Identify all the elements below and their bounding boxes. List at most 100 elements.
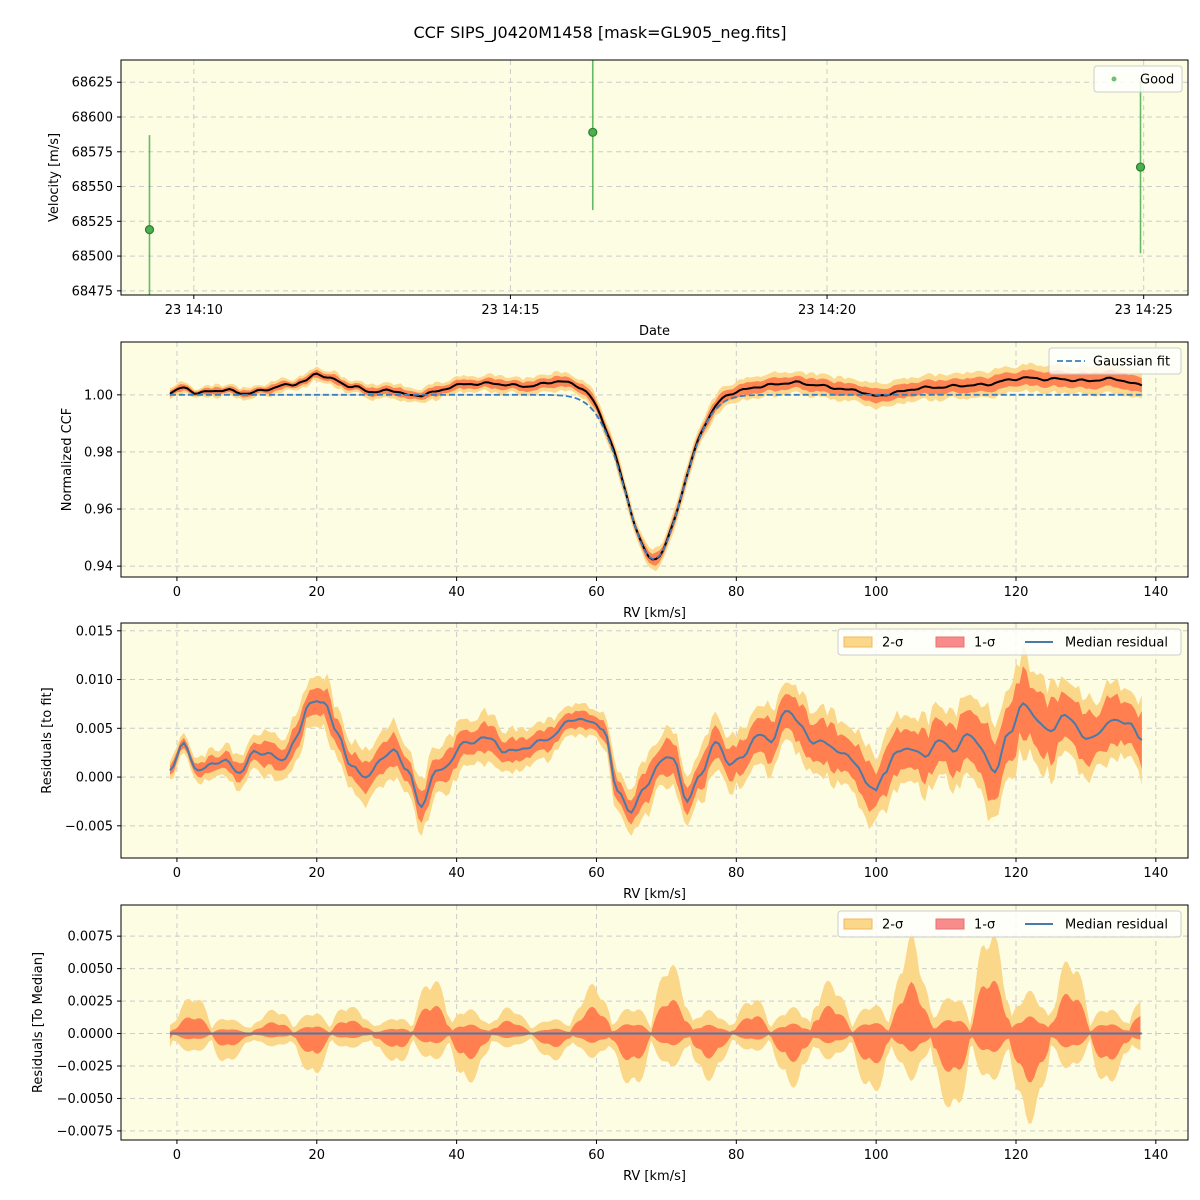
y-tick-label: 68600 bbox=[72, 111, 113, 126]
legend-marker-2sigma bbox=[843, 918, 873, 930]
x-tick-label: 40 bbox=[448, 866, 465, 881]
x-tick-label: 60 bbox=[588, 1148, 605, 1163]
legend-label-median: Median residual bbox=[1065, 918, 1168, 933]
plot-frame: 23 14:10 23 14:15 23 14:20 23 14:25 68475 685… bbox=[47, 59, 1189, 339]
x-tick-label: 23 14:10 bbox=[165, 303, 223, 318]
velocity-panel: 23 14:10 23 14:15 23 14:20 23 14:25 68475 685… bbox=[47, 59, 1189, 339]
x-tick-label: 20 bbox=[309, 866, 326, 881]
ccf-band-1sigma bbox=[169, 369, 1142, 566]
x-tick-label: 100 bbox=[864, 1148, 889, 1163]
ccf-median-line bbox=[169, 372, 1143, 561]
plot-border bbox=[120, 59, 1189, 296]
legend-label-1sigma: 1-σ bbox=[974, 918, 995, 933]
plot-content bbox=[144, 60, 1146, 295]
x-tick-label: 120 bbox=[1004, 866, 1029, 881]
y-axis-label: Residuals [to fit] bbox=[40, 687, 55, 793]
x-axis-label: RV [km/s] bbox=[623, 606, 686, 621]
y-axis-label: Normalized CCF bbox=[60, 408, 75, 512]
residuals-fit-panel: 0 20 40 60 80 100 120 140 −0.005 0.000 0.005 0.010 0… bbox=[40, 622, 1189, 902]
plot-frame: 0 20 40 60 80 100 120 140 0.94 0.96 0.98 1.00 RV [km… bbox=[60, 341, 1189, 621]
y-tick-label: 0.94 bbox=[84, 560, 113, 575]
y-tick-label: 68550 bbox=[72, 180, 113, 195]
legend-marker-good bbox=[1111, 76, 1117, 82]
y-tick-label: 0.000 bbox=[76, 771, 113, 786]
y-tick-label: 0.0000 bbox=[68, 1027, 114, 1042]
x-tick-label: 40 bbox=[448, 585, 465, 600]
x-tick-label: 20 bbox=[309, 1148, 326, 1163]
y-tick-label: −0.0075 bbox=[57, 1124, 113, 1139]
y-tick-label: 0.96 bbox=[84, 503, 113, 518]
legend-marker-1sigma bbox=[935, 636, 965, 648]
plot-content bbox=[169, 362, 1143, 572]
legend-label-1sigma: 1-σ bbox=[974, 636, 995, 651]
x-tick-label: 140 bbox=[1143, 866, 1168, 881]
figure-title: CCF SIPS_J0420M1458 [mask=GL905_neg.fits… bbox=[413, 23, 786, 43]
y-tick-label: 68575 bbox=[72, 145, 113, 160]
x-axis-label: Date bbox=[639, 324, 670, 339]
y-axis-label: Velocity [m/s] bbox=[47, 133, 62, 222]
plot-border bbox=[120, 904, 1189, 1141]
x-tick-label: 40 bbox=[448, 1148, 465, 1163]
plot-area bbox=[121, 60, 1188, 295]
y-tick-label: 1.00 bbox=[84, 388, 113, 403]
y-tick-label: 68525 bbox=[72, 215, 113, 230]
ccf-panel: 0 20 40 60 80 100 120 140 0.94 0.96 0.98 1.00 RV [km… bbox=[60, 341, 1189, 621]
legend-marker-2sigma bbox=[843, 636, 873, 648]
median-band-1sigma bbox=[169, 980, 1141, 1083]
y-tick-label: −0.005 bbox=[65, 819, 113, 834]
y-tick-label: 68500 bbox=[72, 250, 113, 265]
plot-frame: 0 20 40 60 80 100 120 140 −0.005 0.000 0.005 0.010 0… bbox=[40, 622, 1189, 902]
y-tick-label: 0.005 bbox=[76, 722, 113, 737]
grid-lines bbox=[121, 60, 1188, 295]
y-tick-label: 68475 bbox=[72, 284, 113, 299]
x-tick-label: 100 bbox=[864, 866, 889, 881]
x-tick-label: 60 bbox=[588, 866, 605, 881]
legend-box bbox=[1048, 347, 1182, 375]
x-tick-label: 20 bbox=[309, 585, 326, 600]
x-axis-label: RV [km/s] bbox=[623, 887, 686, 902]
x-tick-label: 60 bbox=[588, 585, 605, 600]
plot-content bbox=[169, 645, 1143, 837]
velocity-point bbox=[1135, 162, 1146, 172]
y-tick-label: 0.0075 bbox=[68, 930, 114, 945]
x-tick-label: 120 bbox=[1004, 585, 1029, 600]
legend-box bbox=[1093, 65, 1183, 93]
plot-border bbox=[120, 622, 1189, 859]
legend-label-median: Median residual bbox=[1065, 636, 1168, 651]
x-tick-label: 0 bbox=[173, 866, 181, 881]
x-tick-label: 23 14:25 bbox=[1115, 303, 1173, 318]
velocity-point bbox=[588, 127, 598, 137]
x-tick-label: 140 bbox=[1143, 585, 1168, 600]
y-tick-label: 0.0025 bbox=[68, 995, 114, 1010]
plot-content bbox=[169, 932, 1142, 1124]
x-tick-label: 140 bbox=[1143, 1148, 1168, 1163]
y-tick-label: 0.015 bbox=[76, 624, 113, 639]
velocity-point bbox=[144, 225, 155, 235]
y-tick-label: 68625 bbox=[72, 76, 113, 91]
residuals-median-panel: 0 20 40 60 80 100 120 140 −0.0075 −0.0050 −0.0025 0… bbox=[31, 904, 1189, 1184]
x-tick-label: 100 bbox=[864, 585, 889, 600]
x-tick-label: 80 bbox=[728, 1148, 745, 1163]
legend-label-2sigma: 2-σ bbox=[882, 918, 903, 933]
y-tick-label: −0.0050 bbox=[57, 1092, 113, 1107]
x-axis-label: RV [km/s] bbox=[623, 1169, 686, 1184]
y-tick-label: 0.0050 bbox=[68, 962, 114, 977]
legend-box bbox=[837, 628, 1182, 656]
y-tick-label: −0.0025 bbox=[57, 1059, 113, 1074]
x-tick-label: 0 bbox=[173, 585, 181, 600]
legend-label-good: Good bbox=[1140, 73, 1174, 88]
x-tick-label: 0 bbox=[173, 1148, 181, 1163]
legend-label-2sigma: 2-σ bbox=[882, 636, 903, 651]
plot-frame: 0 20 40 60 80 100 120 140 −0.0075 −0.0050 −0.0025 0… bbox=[31, 904, 1189, 1184]
median-residual-line bbox=[169, 700, 1143, 814]
y-tick-label: 0.98 bbox=[84, 445, 113, 460]
x-tick-label: 80 bbox=[728, 866, 745, 881]
legend-box bbox=[837, 910, 1182, 938]
legend-marker-1sigma bbox=[935, 918, 965, 930]
x-tick-label: 23 14:15 bbox=[481, 303, 539, 318]
legend-label-gaussian: Gaussian fit bbox=[1093, 355, 1170, 370]
y-axis-label: Residuals [To Median] bbox=[31, 952, 46, 1093]
x-tick-label: 23 14:20 bbox=[798, 303, 856, 318]
grid-lines bbox=[121, 905, 1188, 1140]
